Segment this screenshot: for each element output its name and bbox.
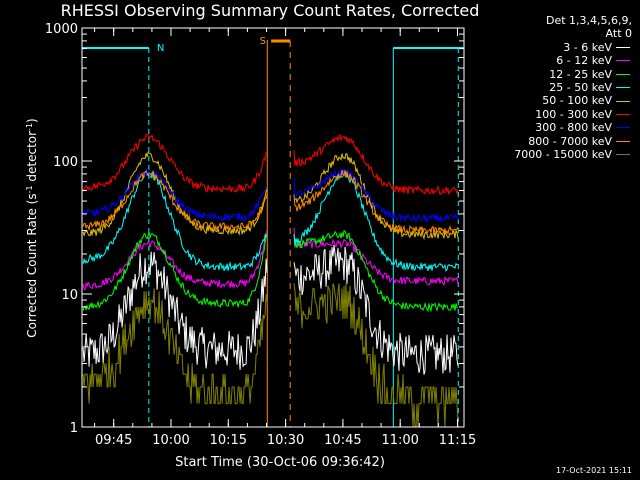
legend-item-label: 50 - 100 keV xyxy=(542,94,612,108)
y-axis: 1 10 100 1000 xyxy=(45,22,464,436)
legend-item: 6 - 12 keV xyxy=(482,54,632,67)
series-line xyxy=(82,245,459,375)
y-axis-label: Corrected Count Rate (s-1 detector-1) xyxy=(25,118,40,337)
chart-title: RHESSI Observing Summary Count Rates, Co… xyxy=(61,1,480,20)
x-tick-label: 10:30 xyxy=(267,433,304,448)
y-tick-label: 1000 xyxy=(45,22,78,37)
timestamp: 17-Oct-2021 15:11 xyxy=(556,466,632,475)
x-tick-label: 10:00 xyxy=(152,433,189,448)
y-label-sup1: -1 xyxy=(25,185,34,193)
x-tick-label: 11:00 xyxy=(381,433,418,448)
legend-swatch xyxy=(616,154,630,156)
legend-item-label: 800 - 7000 keV xyxy=(528,134,612,148)
legend-item-label: 300 - 800 keV xyxy=(535,121,612,135)
annotations: NS xyxy=(82,36,464,427)
legend-item: 12 - 25 keV xyxy=(482,68,632,81)
plot-frame xyxy=(81,27,465,428)
legend-swatch xyxy=(616,113,630,115)
series-line xyxy=(82,168,459,272)
night-label: N xyxy=(157,43,164,54)
series-line xyxy=(82,283,459,428)
legend-item: 7000 - 15000 keV xyxy=(482,148,632,161)
y-label-post: ) xyxy=(25,118,39,123)
x-tick-label: 11:15 xyxy=(439,433,476,448)
legend: Det 1,3,4,5,6,9, Att 0 3 - 6 keV 6 - 12 k… xyxy=(482,14,632,161)
x-axis-label: Start Time (30-Oct-06 09:36:42) xyxy=(175,455,385,470)
legend-item: 3 - 6 keV xyxy=(482,41,632,54)
y-label-mid: detector xyxy=(25,131,39,186)
legend-item: 800 - 7000 keV xyxy=(482,135,632,148)
series-line xyxy=(82,227,459,291)
legend-rows: 3 - 6 keV 6 - 12 keV 12 - 25 keV 25 - 50 ke… xyxy=(482,41,632,162)
saa-label: S xyxy=(260,36,266,47)
legend-swatch xyxy=(616,47,630,48)
x-tick-label: 09:45 xyxy=(95,433,132,448)
legend-item-label: 6 - 12 keV xyxy=(556,54,612,68)
y-label-sup2: -1 xyxy=(25,123,34,131)
series-line xyxy=(82,133,459,195)
y-tick-label: 10 xyxy=(61,288,78,303)
y-tick-label: 100 xyxy=(53,155,78,170)
legend-swatch xyxy=(616,60,630,62)
legend-swatch xyxy=(616,127,630,129)
series-line xyxy=(82,169,459,236)
legend-item: 300 - 800 keV xyxy=(482,121,632,134)
legend-swatch xyxy=(616,73,630,75)
x-tick-label: 10:45 xyxy=(324,433,361,448)
series-lines xyxy=(82,133,459,428)
legend-swatch xyxy=(616,87,630,89)
legend-header-1: Det 1,3,4,5,6,9, xyxy=(545,14,632,27)
legend-item: 50 - 100 keV xyxy=(482,94,632,107)
legend-item-label: 25 - 50 keV xyxy=(549,80,612,94)
series-line xyxy=(82,168,459,224)
x-axis: 09:45 10:00 10:15 10:30 10:45 11:00 11:15 xyxy=(94,28,476,448)
legend-item-label: 3 - 6 keV xyxy=(563,40,612,54)
x-tick-label: 10:15 xyxy=(210,433,247,448)
legend-swatch xyxy=(616,100,630,102)
legend-header-2: Att 0 xyxy=(605,27,632,41)
legend-item-label: 7000 - 15000 keV xyxy=(514,147,612,161)
y-tick-label: 1 xyxy=(70,421,78,436)
legend-item: 100 - 300 keV xyxy=(482,108,632,121)
y-label-pre: Corrected Count Rate (s xyxy=(25,193,39,337)
legend-item-label: 12 - 25 keV xyxy=(549,67,612,81)
legend-item: 25 - 50 keV xyxy=(482,81,632,94)
legend-swatch xyxy=(616,140,630,142)
legend-item-label: 100 - 300 keV xyxy=(535,107,612,121)
series-line xyxy=(82,230,459,313)
